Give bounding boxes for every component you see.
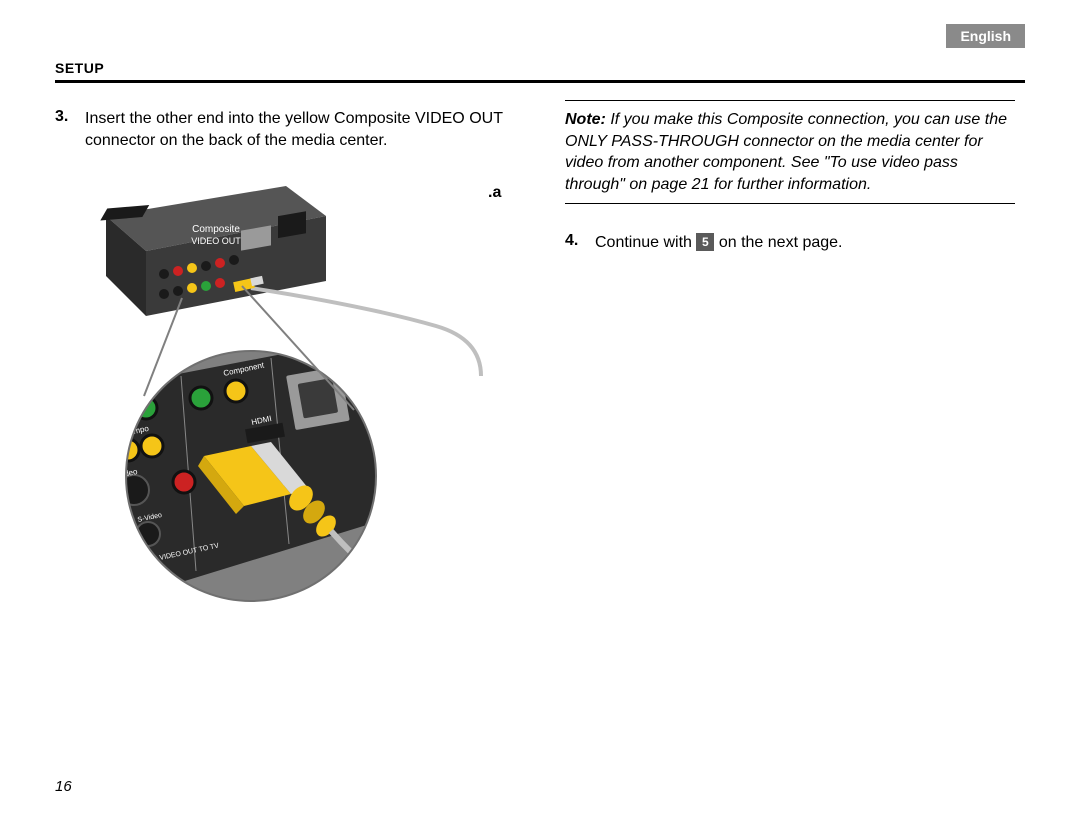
- page-number: 16: [55, 778, 72, 795]
- section-title: SETUP: [55, 60, 104, 76]
- device-label-composite: Composite: [192, 224, 240, 235]
- step4-post: on the next page.: [714, 234, 842, 251]
- step-badge-5: 5: [696, 233, 714, 251]
- step-number: 4.: [565, 232, 585, 250]
- right-column: Note: If you make this Composite connect…: [565, 100, 1015, 266]
- step-3: 3. Insert the other end into the yellow …: [55, 108, 505, 151]
- svg-text:Acousti: Acousti: [310, 348, 338, 362]
- step-number: 3.: [55, 108, 75, 126]
- step-text: Continue with 5 on the next page.: [595, 232, 843, 254]
- note-label: Note:: [565, 111, 606, 128]
- device-label-videoout: VIDEO OUT: [191, 236, 241, 246]
- step-text: Insert the other end into the yellow Com…: [85, 108, 505, 151]
- step4-pre: Continue with: [595, 234, 696, 251]
- left-column: 3. Insert the other end into the yellow …: [55, 108, 505, 163]
- divider: [55, 80, 1025, 83]
- note-rule-bottom: [565, 203, 1015, 204]
- connection-figure: Composite VIDEO OUT: [86, 176, 486, 606]
- language-tab: English: [946, 24, 1025, 48]
- sublabel-a: .a: [488, 184, 501, 202]
- detail-view: Component Acousti Module HDMI Compo Vide…: [116, 336, 406, 596]
- note-text: If you make this Composite connection, y…: [565, 111, 1007, 193]
- step-4: 4. Continue with 5 on the next page.: [565, 232, 1015, 254]
- note-body: Note: If you make this Composite connect…: [565, 101, 1015, 203]
